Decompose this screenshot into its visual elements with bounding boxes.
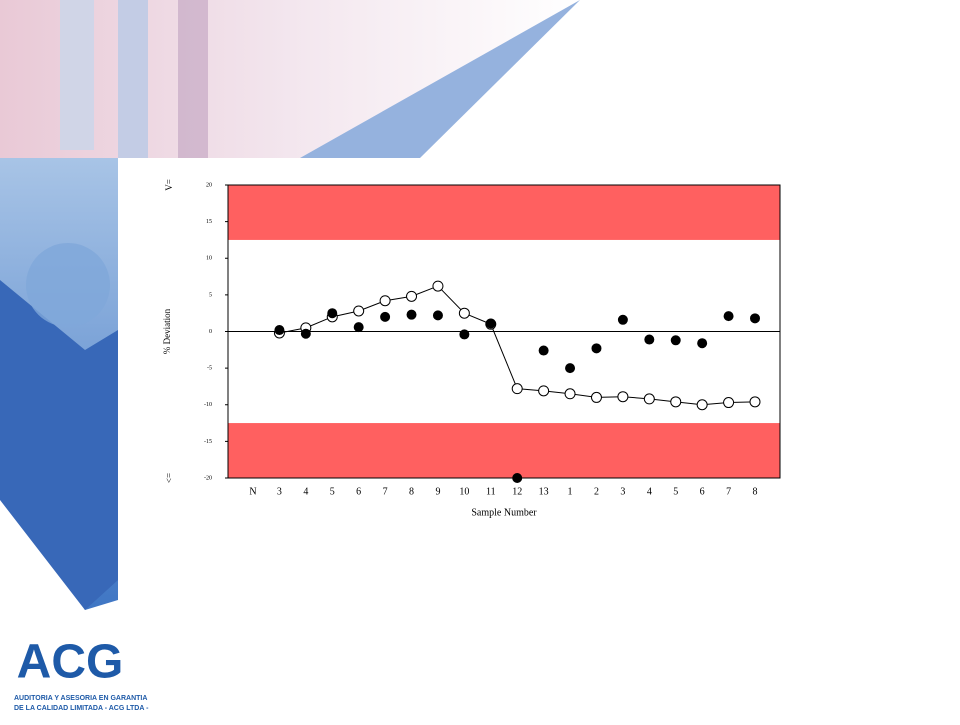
point <box>670 335 681 346</box>
x-tick-label: 12 <box>512 486 522 497</box>
band <box>228 185 780 240</box>
x-tick-label: 9 <box>435 486 440 497</box>
point <box>696 399 708 411</box>
glass-tube <box>118 0 148 158</box>
point <box>406 290 418 302</box>
x-tick-label: 2 <box>594 486 599 497</box>
point <box>432 310 443 321</box>
annotation: <= <box>164 473 174 483</box>
point <box>380 311 391 322</box>
point <box>274 325 285 336</box>
x-tick-label: 3 <box>620 486 625 497</box>
x-tick-label: N <box>249 486 256 497</box>
y-tick-label: 0 <box>209 329 212 335</box>
point <box>512 473 523 483</box>
point <box>697 338 708 349</box>
x-tick-label: 1 <box>568 486 573 497</box>
x-tick-label: 11 <box>486 486 496 497</box>
logo-name: ACG <box>17 636 124 689</box>
point <box>353 305 365 317</box>
point <box>617 314 628 325</box>
x-tick-label: 3 <box>277 486 282 497</box>
glass-tube <box>60 0 94 150</box>
point <box>406 309 417 320</box>
point <box>723 397 735 409</box>
x-tick-label: 6 <box>700 486 705 497</box>
point <box>565 363 576 374</box>
y-tick-label: 15 <box>206 219 212 225</box>
x-tick-label: 5 <box>673 486 678 497</box>
annotation: V= <box>164 179 174 191</box>
x-tick-label: 4 <box>647 486 652 497</box>
side-chevron <box>0 280 118 610</box>
y-tick-label: 20 <box>206 182 212 188</box>
point <box>379 295 391 307</box>
header-swoosh <box>300 0 580 158</box>
point <box>749 396 761 408</box>
point <box>750 313 760 324</box>
logo-line: AUDITORIA Y ASESORIA EN GARANTIA <box>14 695 147 702</box>
point <box>644 334 655 345</box>
point <box>459 329 470 340</box>
point <box>617 391 629 403</box>
y-tick-label: 5 <box>209 292 212 298</box>
point <box>300 328 311 339</box>
point <box>564 388 576 400</box>
point <box>591 343 602 354</box>
band <box>228 423 780 478</box>
y-axis-label: % Deviation <box>162 308 172 354</box>
x-tick-label: 10 <box>459 486 469 497</box>
y-tick-label: -5 <box>207 366 212 372</box>
glass-tube <box>178 0 208 158</box>
point <box>723 311 734 322</box>
point <box>670 396 682 408</box>
point <box>327 308 338 319</box>
x-tick-label: 7 <box>726 486 731 497</box>
y-tick-label: -20 <box>204 475 212 481</box>
x-tick-label: 7 <box>383 486 388 497</box>
y-tick-label: -10 <box>204 402 212 408</box>
logo-line: DE LA CALIDAD LIMITADA - ACG LTDA - <box>14 705 149 712</box>
x-tick-label: 4 <box>303 486 308 497</box>
point <box>432 280 444 292</box>
x-tick-label: 13 <box>539 486 549 497</box>
x-tick-label: 5 <box>330 486 335 497</box>
point <box>590 391 602 403</box>
point <box>643 393 655 405</box>
point <box>485 318 496 329</box>
point <box>353 322 364 333</box>
x-tick-label: 8 <box>753 486 758 497</box>
y-tick-label: -15 <box>204 439 212 445</box>
x-tick-label: 6 <box>356 486 361 497</box>
x-axis-label: Sample Number <box>471 507 537 518</box>
point <box>538 385 550 397</box>
x-tick-label: 8 <box>409 486 414 497</box>
flask <box>26 243 110 327</box>
point <box>538 345 549 356</box>
y-tick-label: 10 <box>206 256 212 262</box>
point <box>458 307 470 319</box>
point <box>511 383 523 395</box>
